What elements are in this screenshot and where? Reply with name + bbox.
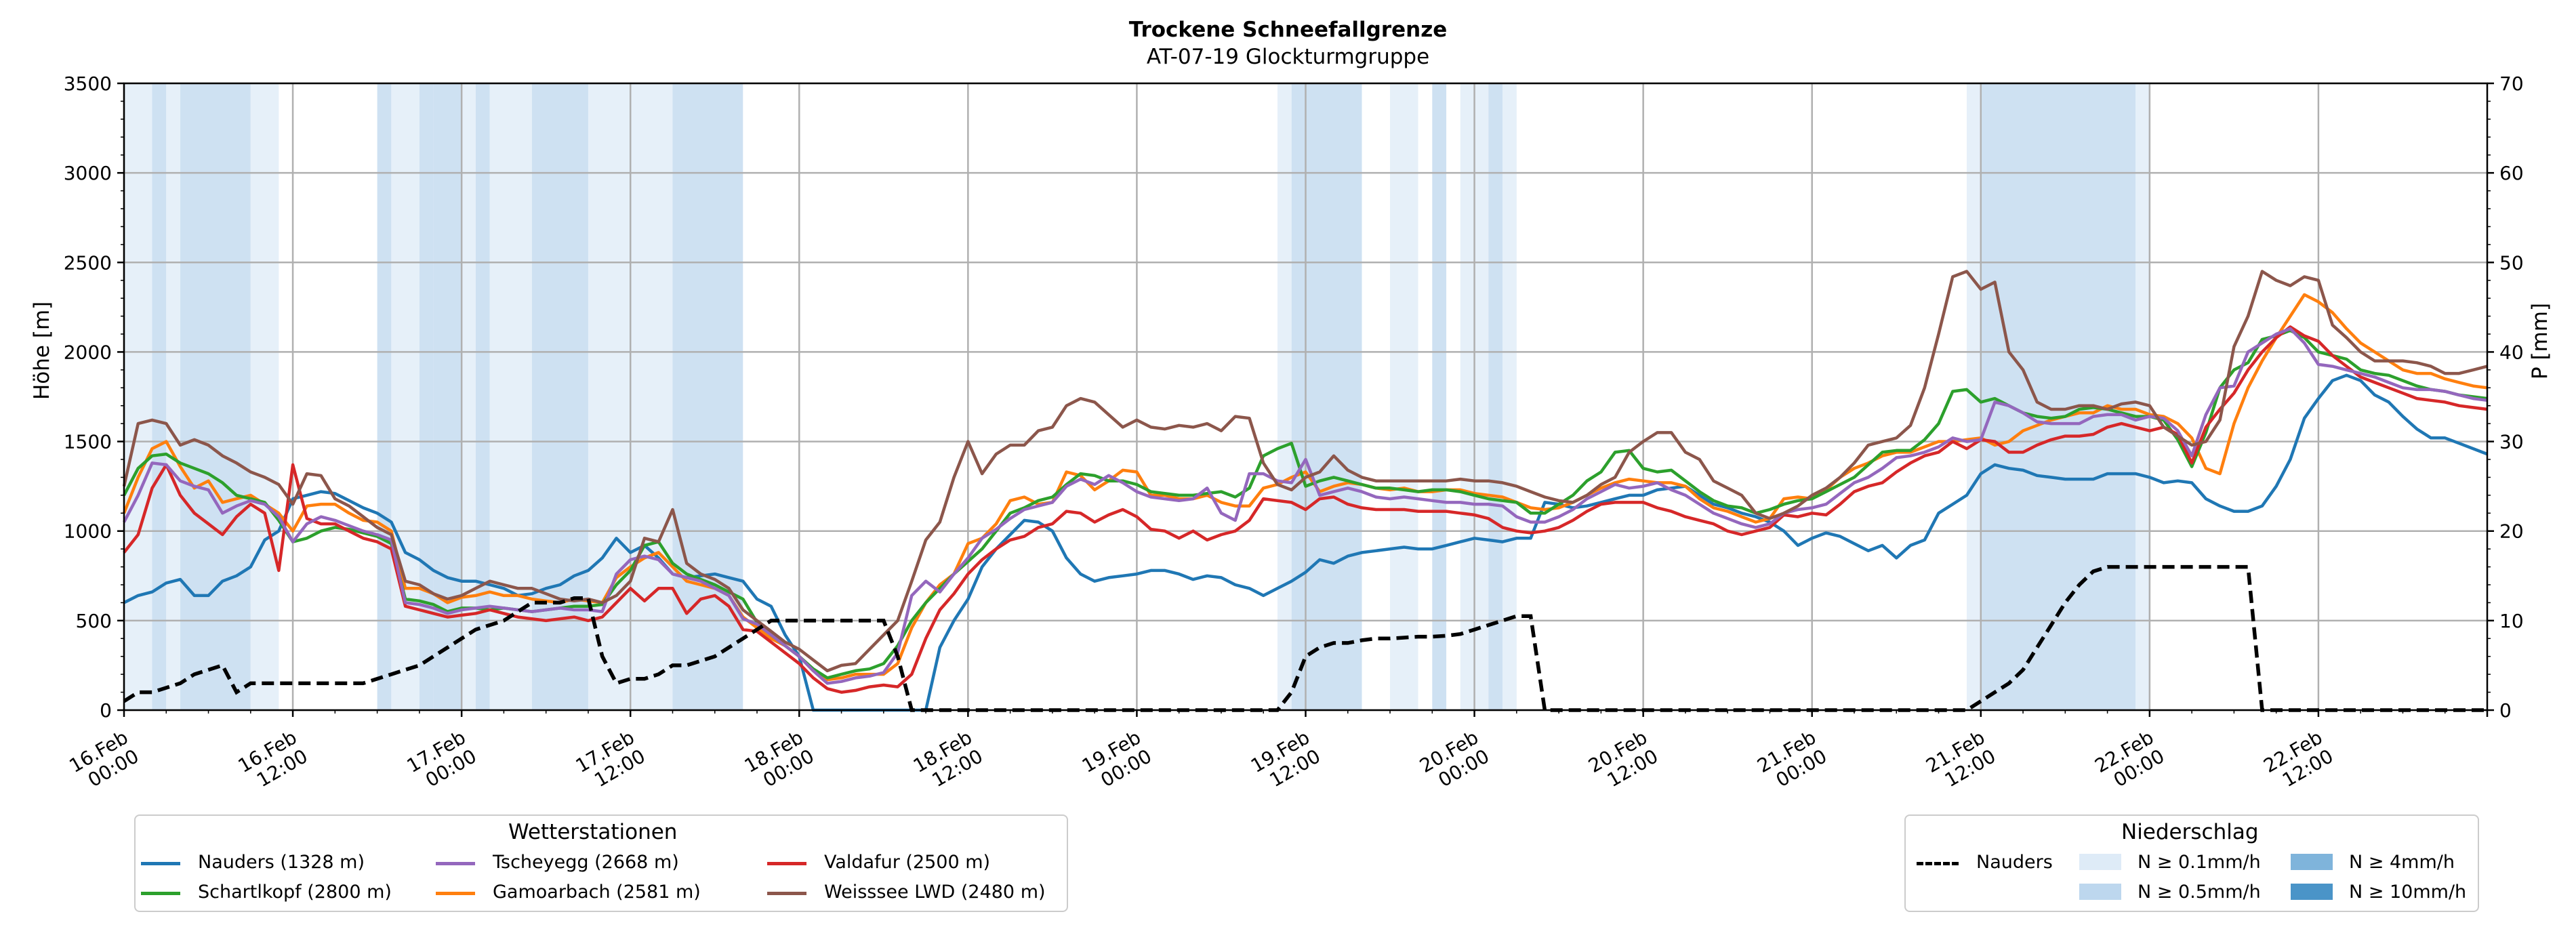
precip-band [2135, 83, 2150, 710]
legend-swatch [2079, 854, 2121, 870]
x-tick-label: 16.Feb00:00 [65, 726, 142, 796]
precip-band [1980, 83, 2136, 710]
y2-tick-label: 50 [2499, 251, 2524, 274]
legend-label: N ≥ 0.5mm/h [2138, 882, 2261, 903]
x-tick-label: 17.Feb12:00 [572, 726, 649, 796]
y2-tick-label: 70 [2499, 73, 2524, 95]
y-tick-label: 500 [76, 610, 112, 632]
chart-title: Trockene Schneefallgrenze [1128, 18, 1448, 42]
y2-tick-label: 20 [2499, 520, 2524, 543]
precip-band [391, 83, 420, 710]
y2-tick-label: 30 [2499, 431, 2524, 453]
precip-legend [1904, 814, 2479, 912]
x-tick-label: 22.Feb00:00 [2091, 726, 2168, 796]
legend-swatch [141, 862, 180, 865]
precip-band [152, 83, 167, 710]
legend-label: N ≥ 4mm/h [2349, 852, 2455, 873]
series-line [123, 325, 2488, 694]
legend-label: Schartlkopf (2800 m) [198, 882, 392, 903]
legend-swatch [767, 892, 806, 895]
chart-subtitle: AT-07-19 Glockturmgruppe [1146, 45, 1430, 69]
stations-legend-title: Wetterstationen [508, 820, 678, 844]
stations-legend [134, 814, 1068, 912]
y-tick-label: 3500 [64, 73, 112, 95]
legend-swatch [2291, 884, 2333, 900]
legend-swatch [2079, 884, 2121, 900]
legend-swatch [2291, 854, 2333, 870]
y2-tick-label: 60 [2499, 162, 2524, 184]
precip-band [1488, 83, 1503, 710]
precip-band [475, 83, 490, 710]
precip-band [1432, 83, 1447, 710]
legend-swatch [436, 892, 475, 895]
precip-band [531, 83, 588, 710]
precip-band [1502, 83, 1517, 710]
precip-band [180, 83, 251, 710]
precip-band [250, 83, 279, 710]
legend-swatch [141, 892, 180, 895]
precip-band [462, 83, 476, 710]
precip-band [672, 83, 743, 710]
x-tick-label: 22.Feb12:00 [2260, 726, 2337, 796]
series-line [123, 373, 2488, 712]
precip-band [644, 83, 673, 710]
precip-band [1390, 83, 1418, 710]
precip-band [419, 83, 434, 710]
legend-swatch [1917, 862, 1959, 865]
precip-band [166, 83, 181, 710]
series-line [123, 327, 2488, 685]
legend-swatch [767, 862, 806, 865]
y2-tick-label: 0 [2499, 699, 2512, 722]
y2-tick-label: 10 [2499, 610, 2524, 632]
legend-swatch [436, 862, 475, 865]
y-tick-label: 1500 [64, 431, 112, 453]
precip-band [124, 83, 152, 710]
legend-label: Gamoarbach (2581 m) [493, 882, 701, 903]
x-tick-label: 16.Feb12:00 [234, 726, 312, 796]
x-tick-label: 18.Feb00:00 [741, 726, 818, 796]
x-tick-label: 21.Feb12:00 [1922, 726, 1999, 796]
x-tick-label: 17.Feb00:00 [403, 726, 481, 796]
precip-band [1291, 83, 1362, 710]
x-tick-label: 20.Feb00:00 [1416, 726, 1493, 796]
legend-label: Tscheyegg (2668 m) [493, 852, 679, 873]
y-tick-label: 0 [100, 699, 112, 722]
x-tick-label: 18.Feb12:00 [909, 726, 987, 796]
y-tick-label: 2000 [64, 341, 112, 363]
legend-label: Nauders (1328 m) [198, 852, 365, 873]
legend-label: N ≥ 10mm/h [2349, 882, 2467, 903]
y-tick-label: 1000 [64, 520, 112, 543]
series-line [122, 293, 2488, 682]
x-tick-label: 20.Feb12:00 [1585, 726, 1662, 796]
series-line [122, 270, 2488, 673]
x-tick-label: 19.Feb00:00 [1078, 726, 1156, 796]
precip-band [1277, 83, 1292, 710]
x-tick-label: 21.Feb00:00 [1753, 726, 1831, 796]
x-tick-label: 19.Feb12:00 [1247, 726, 1324, 796]
y-tick-label: 2500 [64, 251, 112, 274]
precip-legend-title: Niederschlag [2121, 820, 2259, 844]
legend-label: Nauders [1976, 852, 2053, 873]
legend-label: N ≥ 0.1mm/h [2138, 852, 2261, 873]
precip-series-line [123, 564, 2487, 712]
precip-band [588, 83, 645, 710]
y-tick-label: 3000 [64, 162, 112, 184]
legend-label: Weisssee LWD (2480 m) [824, 882, 1046, 903]
legend-label: Valdafur (2500 m) [824, 852, 991, 873]
y2-tick-label: 40 [2499, 341, 2524, 363]
precip-band [377, 83, 392, 710]
